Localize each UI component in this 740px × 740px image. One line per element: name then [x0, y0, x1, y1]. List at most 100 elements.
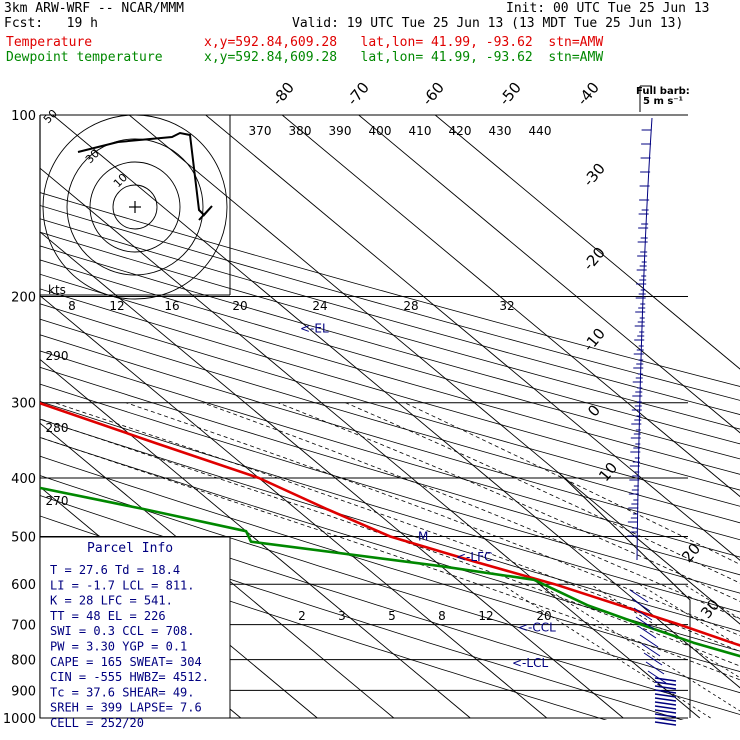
- pressure-tick-label: 500: [11, 530, 36, 545]
- parcel-info-row: T = 27.6 Td = 18.4: [50, 563, 180, 577]
- temperature-tick-label: -20: [579, 244, 609, 274]
- dewpoint-location: x,y=592.84,609.28 lat,lon= 41.99, -93.62…: [204, 50, 604, 65]
- mixing-ratio-label: 12: [478, 609, 493, 623]
- wind-barb: [654, 677, 677, 682]
- dry-adiabat-line: [40, 218, 740, 415]
- hodograph-ring: [89, 161, 181, 253]
- theta-label: 370: [249, 124, 272, 138]
- isotherm-line: [358, 115, 740, 434]
- temperature-tick-label: -30: [579, 160, 609, 190]
- hodograph-speed-label: 28: [403, 299, 418, 313]
- annotation-label: <-LFC: [456, 550, 492, 564]
- dry-adiabat-line: [40, 383, 740, 594]
- parcel-info-row: PW = 3.30 YGP = 0.1: [50, 640, 187, 654]
- hodograph-ring-label: 50: [41, 107, 60, 126]
- isotherm-line: [281, 115, 740, 498]
- dry-adiabat-line: [40, 205, 740, 401]
- parcel-info-row: SREH = 399 LAPSE= 7.6: [50, 701, 202, 715]
- theta-label: 420: [449, 124, 472, 138]
- hodograph-trace: [77, 131, 213, 221]
- theta-label: 400: [369, 124, 392, 138]
- dry-adiabat-line: [40, 350, 740, 558]
- valid-time: Valid: 19 UTC Tue 25 Jun 13 (13 MDT Tue …: [292, 16, 684, 31]
- dry-adiabat-line: [40, 334, 740, 541]
- dry-adiabat-line: [40, 366, 740, 576]
- dry-adiabat-line: [40, 495, 740, 715]
- wind-barb: [654, 713, 677, 718]
- wind-barb: [654, 697, 677, 702]
- dry-adiabat-line: [40, 418, 740, 632]
- wind-barb: [637, 625, 657, 639]
- temperature-tick-label: -40: [573, 79, 603, 109]
- hodograph-speed-label: 16: [164, 299, 179, 313]
- hodograph-speed-label: 24: [312, 299, 327, 313]
- moist-adiabat-line: [277, 402, 740, 602]
- pressure-tick-label: 1000: [3, 712, 36, 727]
- temperature-legend-label: Temperature: [6, 35, 93, 50]
- wind-barb: [631, 598, 651, 612]
- wind-barb: [635, 616, 655, 630]
- wind-barb: [639, 634, 659, 648]
- wind-barb: [654, 705, 677, 710]
- wind-barb: [629, 589, 649, 603]
- mixing-ratio-line: [590, 583, 740, 679]
- hodograph-ring: [42, 114, 228, 300]
- pressure-tick-label: 900: [11, 684, 36, 699]
- annotation-label: <-LCL: [512, 656, 548, 670]
- parcel-info-row: SWI = 0.3 CCL = 708.: [50, 624, 195, 638]
- wind-barb: [654, 681, 677, 686]
- profile-lines: [40, 401, 740, 658]
- barb-key-label: Full barb:: [636, 86, 690, 97]
- theta-label: 390: [329, 124, 352, 138]
- wind-barb: [654, 721, 677, 726]
- pressure-tick-label: 800: [11, 654, 36, 669]
- hodograph-ring: [112, 184, 158, 230]
- dry-adiabat-line: [40, 273, 740, 475]
- pressure-tick-label: 400: [11, 472, 36, 487]
- forecast-hour: Fcst: 19 h: [4, 16, 98, 31]
- init-time: Init: 00 UTC Tue 25 Jun 13: [506, 1, 710, 16]
- isotherm-line: [0, 115, 11, 718]
- mixing-ratio-label: 3: [338, 609, 346, 623]
- theta-label: 280: [46, 421, 69, 435]
- dry-adiabat-line: [40, 231, 740, 430]
- theta-label: 270: [46, 494, 69, 508]
- temperature-line: [40, 401, 740, 647]
- annotation-label: <-CCL: [518, 621, 556, 635]
- wind-barb: [641, 643, 661, 657]
- right-frame-edge: [559, 473, 691, 718]
- dry-adiabat-line: [40, 455, 740, 672]
- mixing-ratio-label: 5: [388, 609, 396, 623]
- temperature-tick-label: 30: [697, 596, 723, 622]
- isotherm-line: [40, 231, 624, 719]
- wind-barb: [645, 661, 665, 675]
- wind-barb: [643, 652, 663, 666]
- moist-adiabat-line: [40, 436, 740, 681]
- hodograph-speed-label: 20: [232, 299, 247, 313]
- isotherm-line: [40, 167, 701, 719]
- parcel-info-title: Parcel Info: [87, 541, 173, 556]
- pressure-tick-label: 600: [11, 578, 36, 593]
- theta-label: 440: [529, 124, 552, 138]
- moist-adiabat-line: [404, 402, 740, 565]
- moist-adiabat-line: [40, 418, 740, 667]
- parcel-info-row: CELL = 252/20: [50, 716, 144, 730]
- temperature-tick-label: -80: [268, 79, 298, 109]
- hodograph-axis-label: kts: [48, 283, 66, 297]
- wind-barb: [654, 693, 677, 698]
- dry-adiabat-line: [40, 475, 740, 694]
- parcel-info-row: LI = -1.7 LCL = 811.: [50, 578, 195, 592]
- wind-barb: [654, 689, 677, 694]
- temperature-tick-label: 10: [595, 459, 621, 485]
- hodograph-speed-label: 8: [68, 299, 76, 313]
- isotherm-line: [128, 115, 740, 625]
- temperature-tick-label: -60: [418, 79, 448, 109]
- isotherm-line: [40, 422, 395, 719]
- dry-adiabat-line: [40, 303, 740, 507]
- hodograph-ring-label: 10: [111, 171, 130, 190]
- dewpoint-line: [40, 486, 740, 658]
- wind-barb: [654, 701, 677, 706]
- temperature-tick-label: 20: [678, 540, 704, 566]
- temperature-tick-label: 0: [584, 401, 604, 420]
